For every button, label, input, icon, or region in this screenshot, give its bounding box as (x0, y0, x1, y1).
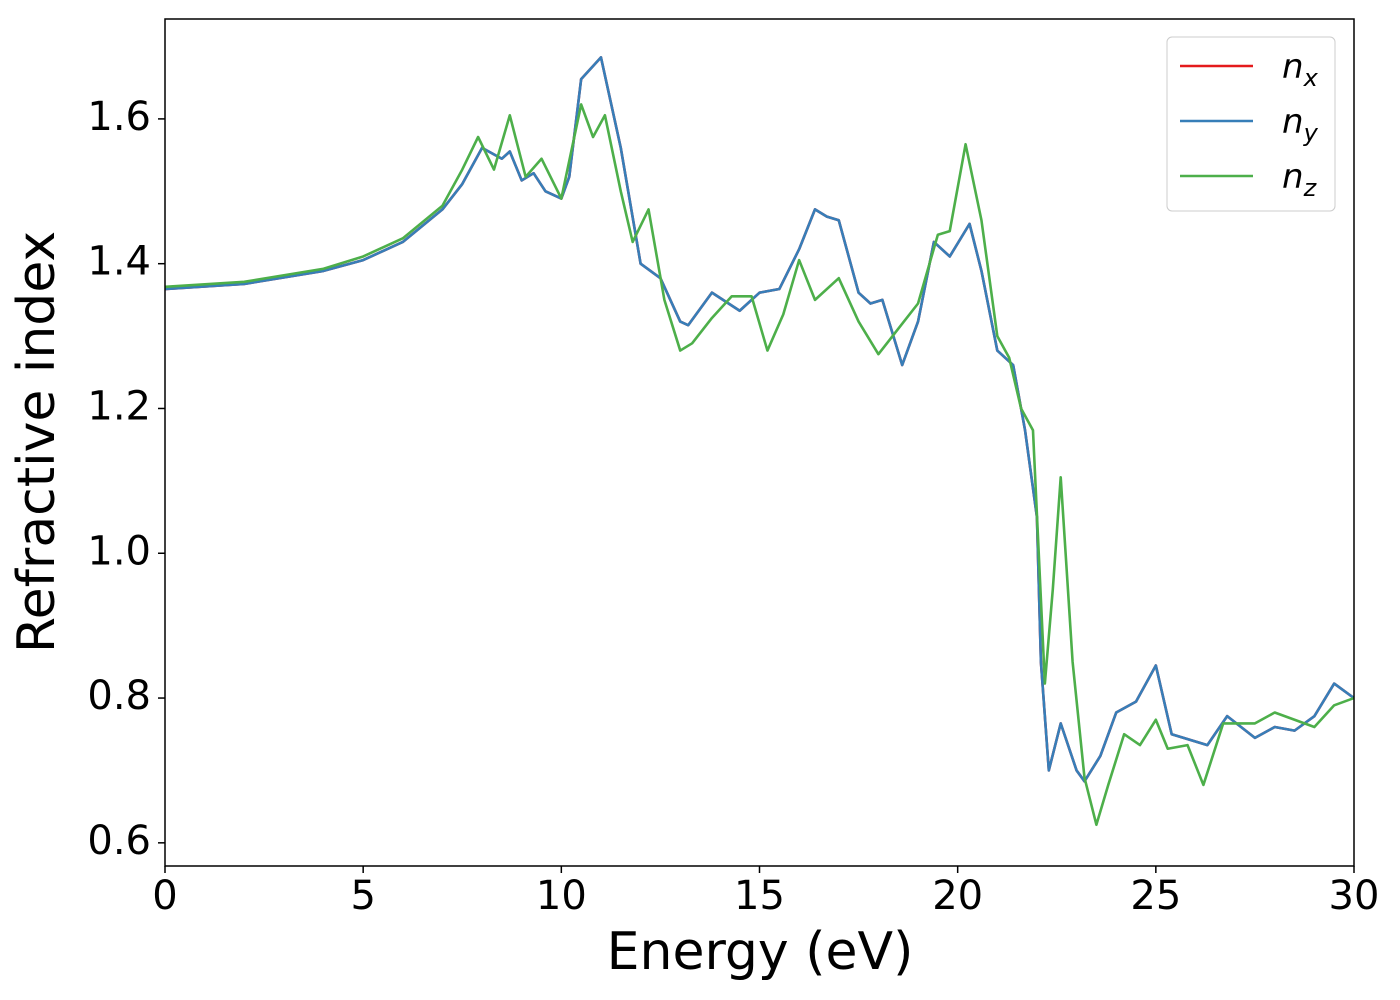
legend-label: nx (1282, 47, 1319, 92)
x-axis-label: Energy (eV) (607, 922, 914, 982)
legend: nx ny nz (1166, 36, 1336, 212)
legend-label: nz (1282, 157, 1318, 202)
y-tick-label: 1.4 (87, 239, 151, 285)
series-line (165, 103, 1354, 827)
plot-frame (164, 18, 1355, 867)
x-tick-label: 0 (152, 873, 177, 919)
series-line (165, 56, 1354, 783)
y-tick-label: 0.8 (87, 673, 151, 719)
legend-label: ny (1282, 102, 1319, 147)
x-tick-label: 20 (932, 873, 983, 919)
y-axis-label: Refractive index (7, 231, 67, 653)
y-tick-label: 0.6 (87, 818, 151, 864)
x-tick-label: 10 (536, 873, 587, 919)
legend-box (1166, 36, 1336, 212)
x-tick-label: 15 (734, 873, 785, 919)
y-tick-label: 1.0 (87, 528, 151, 574)
x-tick-label: 30 (1329, 873, 1380, 919)
x-tick-label: 25 (1130, 873, 1181, 919)
y-tick-label: 1.6 (87, 94, 151, 140)
y-tick-label: 1.2 (87, 383, 151, 429)
x-tick-label: 5 (350, 873, 375, 919)
